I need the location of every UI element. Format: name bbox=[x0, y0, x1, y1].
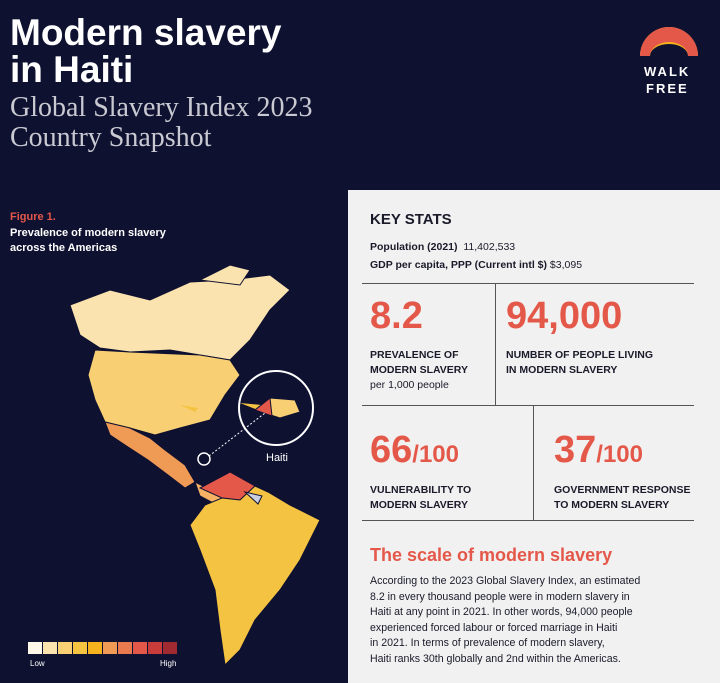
divider bbox=[362, 520, 694, 521]
stat-value: 66 bbox=[370, 429, 413, 471]
stat-label: PREVALENCE OF bbox=[370, 349, 459, 361]
map bbox=[69, 264, 321, 667]
divider bbox=[533, 405, 534, 520]
stat-suffix: /100 bbox=[596, 441, 643, 468]
legend-high: High bbox=[160, 659, 177, 668]
stat-note: per 1,000 people bbox=[370, 379, 449, 391]
subtitle-line: Country Snapshot bbox=[10, 122, 212, 153]
logo-icon bbox=[640, 27, 698, 56]
figure-label: Figure 1. bbox=[10, 211, 56, 223]
title-line: Modern slavery bbox=[10, 12, 282, 53]
logo-text: WALK bbox=[644, 64, 691, 79]
stat-label: GOVERNMENT RESPONSE bbox=[554, 484, 691, 496]
logo-text: FREE bbox=[646, 81, 689, 96]
gdp: GDP per capita, PPP (Current intl $) $3,… bbox=[370, 258, 582, 273]
map-callout: Haiti bbox=[266, 452, 289, 464]
stat-label: IN MODERN SLAVERY bbox=[506, 364, 618, 376]
population: Population (2021) 11,402,533 bbox=[370, 240, 515, 255]
legend-scale bbox=[28, 642, 177, 654]
stat-label: NUMBER OF PEOPLE LIVING bbox=[506, 349, 654, 361]
figure-title: across the Americas bbox=[10, 242, 118, 254]
gdp-label: GDP per capita, PPP (Current intl $) bbox=[370, 259, 547, 271]
key-stats-panel: KEY STATS Population (2021) 11,402,533 G… bbox=[348, 190, 720, 683]
paragraph-line: Haiti ranks 30th globally and 2nd within… bbox=[370, 652, 621, 665]
paragraph-line: in 2021. In terms of prevalence of moder… bbox=[370, 637, 605, 649]
stat: 37/100 bbox=[554, 430, 643, 475]
key-stats-heading: KEY STATS bbox=[370, 211, 452, 228]
paragraph-line: experienced forced labour or forced marr… bbox=[370, 621, 618, 634]
gdp-value: $3,095 bbox=[549, 259, 583, 271]
stat: 66/100 bbox=[370, 430, 459, 475]
stat-value: 8.2 bbox=[370, 295, 423, 337]
legend-low: Low bbox=[30, 659, 45, 668]
stat-suffix: /100 bbox=[412, 441, 459, 468]
paragraph-line: According to the 2023 Global Slavery Ind… bbox=[370, 575, 641, 587]
stat-label: MODERN SLAVERY bbox=[370, 364, 469, 376]
population-label: Population (2021) bbox=[370, 241, 458, 253]
divider bbox=[495, 283, 496, 405]
stat-label: VULNERABILITY TO bbox=[370, 484, 472, 496]
section-heading: The scale of modern slavery bbox=[370, 545, 613, 565]
paragraph-line: Haiti at any point in 2021. In other wor… bbox=[370, 606, 633, 618]
subtitle-line: Global Slavery Index 2023 bbox=[10, 92, 313, 123]
divider bbox=[362, 283, 694, 284]
stat-value: 94,000 bbox=[506, 295, 623, 337]
stat-value: 37 bbox=[554, 429, 597, 471]
paragraph-line: 8.2 in every thousand people were in mod… bbox=[370, 590, 630, 603]
figure-title: Prevalence of modern slavery bbox=[10, 227, 166, 239]
population-value: 11,402,533 bbox=[463, 241, 516, 253]
divider bbox=[362, 405, 694, 406]
stat-label: MODERN SLAVERY bbox=[370, 499, 469, 511]
stat-label: TO MODERN SLAVERY bbox=[554, 499, 670, 511]
title-line: in Haiti bbox=[10, 49, 134, 90]
